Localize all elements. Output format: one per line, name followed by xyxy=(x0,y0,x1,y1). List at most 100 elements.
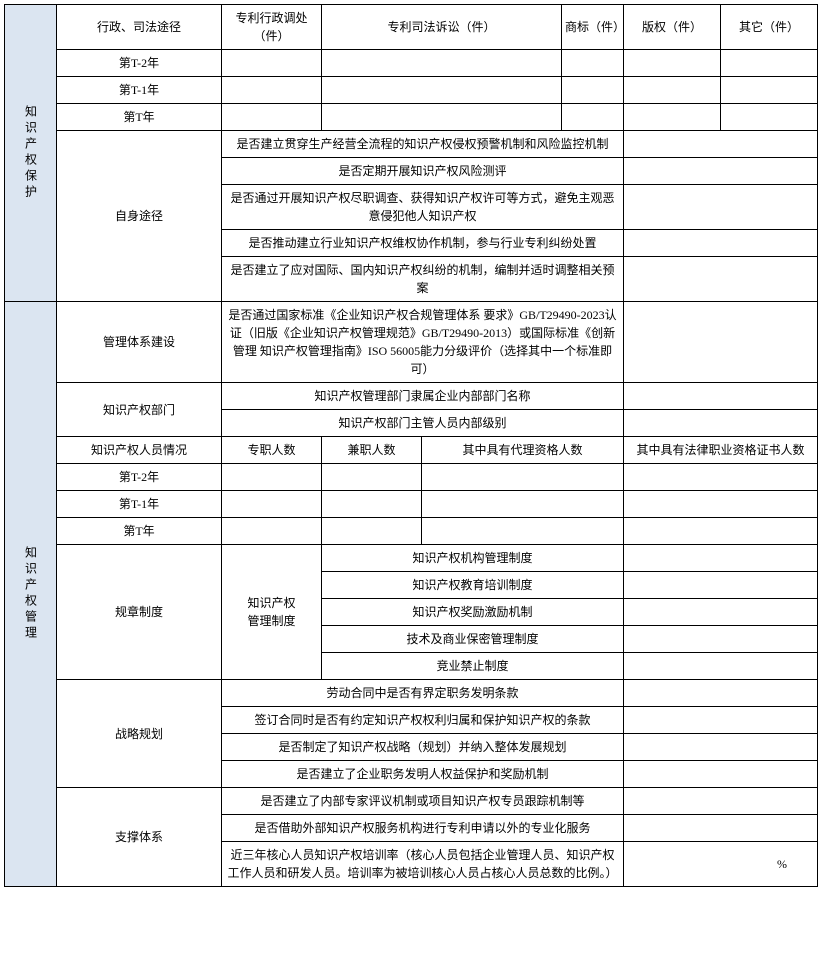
data-cell xyxy=(624,626,818,653)
data-cell xyxy=(624,302,818,383)
rule-item: 知识产权奖励激励机制 xyxy=(322,599,624,626)
data-cell xyxy=(624,230,818,257)
data-cell xyxy=(322,104,562,131)
strategy-label: 战略规划 xyxy=(57,680,222,788)
col-header-fulltime: 专职人数 xyxy=(222,437,322,464)
data-cell xyxy=(624,464,818,491)
table-row: 第T年 xyxy=(5,104,818,131)
personnel-header-row: 知识产权人员情况 专职人数 兼职人数 其中具有代理资格人数 其中具有法律职业资格… xyxy=(5,437,818,464)
col-header-trademark: 商标（件） xyxy=(562,5,624,50)
data-cell xyxy=(624,788,818,815)
year-label: 第T-2年 xyxy=(57,50,222,77)
data-cell xyxy=(624,815,818,842)
rule-item: 竞业禁止制度 xyxy=(322,653,624,680)
data-cell xyxy=(222,464,322,491)
data-cell xyxy=(222,518,322,545)
data-cell xyxy=(322,518,422,545)
question-text: 是否借助外部知识产权服务机构进行专利申请以外的专业化服务 xyxy=(222,815,624,842)
question-text: 是否通过开展知识产权尽职调查、获得知识产权许可等方式，避免主观恶意侵犯他人知识产… xyxy=(222,185,624,230)
data-cell xyxy=(624,491,818,518)
data-cell xyxy=(222,50,322,77)
data-cell xyxy=(422,518,624,545)
personnel-label: 知识产权人员情况 xyxy=(57,437,222,464)
col-header-agent: 其中具有代理资格人数 xyxy=(422,437,624,464)
question-text: 是否建立了应对国际、国内知识产权纠纷的机制，编制并适时调整相关预案 xyxy=(222,257,624,302)
data-cell xyxy=(562,104,624,131)
self-approach-label: 自身途径 xyxy=(57,131,222,302)
data-cell xyxy=(422,464,624,491)
question-text: 是否定期开展知识产权风险测评 xyxy=(222,158,624,185)
question-text: 知识产权管理部门隶属企业内部部门名称 xyxy=(222,383,624,410)
data-cell xyxy=(624,104,721,131)
system-build-desc: 是否通过国家标准《企业知识产权合规管理体系 要求》GB/T29490-2023认… xyxy=(222,302,624,383)
table-row: 规章制度 知识产权 管理制度 知识产权机构管理制度 xyxy=(5,545,818,572)
data-cell xyxy=(624,131,818,158)
data-cell xyxy=(222,104,322,131)
year-label: 第T-2年 xyxy=(57,464,222,491)
table-row: 第T年 xyxy=(5,518,818,545)
rule-item: 知识产权机构管理制度 xyxy=(322,545,624,572)
data-cell xyxy=(624,653,818,680)
system-build-label: 管理体系建设 xyxy=(57,302,222,383)
data-cell xyxy=(562,50,624,77)
data-cell xyxy=(422,491,624,518)
data-cell xyxy=(222,77,322,104)
rules-label: 规章制度 xyxy=(57,545,222,680)
question-text: 签订合同时是否有约定知识产权权利归属和保护知识产权的条款 xyxy=(222,707,624,734)
rules-sublabel: 知识产权 管理制度 xyxy=(222,545,322,680)
data-cell xyxy=(624,410,818,437)
data-cell xyxy=(624,572,818,599)
percent-cell: % xyxy=(624,842,818,887)
section-label-protection: 知识产权保护 xyxy=(5,5,57,302)
question-text: 是否制定了知识产权战略（规划）并纳入整体发展规划 xyxy=(222,734,624,761)
data-cell xyxy=(624,50,721,77)
year-label: 第T-1年 xyxy=(57,491,222,518)
table-row: 第T-1年 xyxy=(5,491,818,518)
data-cell xyxy=(624,383,818,410)
col-header-judicial: 专利司法诉讼（件） xyxy=(322,5,562,50)
col-header-approach: 行政、司法途径 xyxy=(57,5,222,50)
col-header-copyright: 版权（件） xyxy=(624,5,721,50)
data-cell xyxy=(322,464,422,491)
question-text: 是否建立贯穿生产经营全流程的知识产权侵权预警机制和风险监控机制 xyxy=(222,131,624,158)
table-row: 知识产权管理 管理体系建设 是否通过国家标准《企业知识产权合规管理体系 要求》G… xyxy=(5,302,818,383)
question-text: 劳动合同中是否有界定职务发明条款 xyxy=(222,680,624,707)
question-text: 近三年核心人员知识产权培训率（核心人员包括企业管理人员、知识产权工作人员和研发人… xyxy=(222,842,624,887)
data-cell xyxy=(624,599,818,626)
data-cell xyxy=(624,518,818,545)
question-text: 是否建立了内部专家评议机制或项目知识产权专员跟踪机制等 xyxy=(222,788,624,815)
col-header-legal-cert: 其中具有法律职业资格证书人数 xyxy=(624,437,818,464)
col-header-admin: 专利行政调处 （件） xyxy=(222,5,322,50)
data-cell xyxy=(322,50,562,77)
data-cell xyxy=(624,734,818,761)
table-row: 支撑体系 是否建立了内部专家评议机制或项目知识产权专员跟踪机制等 xyxy=(5,788,818,815)
rule-item: 技术及商业保密管理制度 xyxy=(322,626,624,653)
rule-item: 知识产权教育培训制度 xyxy=(322,572,624,599)
data-cell xyxy=(562,77,624,104)
col-header-other: 其它（件） xyxy=(721,5,818,50)
section-label-management: 知识产权管理 xyxy=(5,302,57,887)
table-row: 自身途径 是否建立贯穿生产经营全流程的知识产权侵权预警机制和风险监控机制 xyxy=(5,131,818,158)
data-cell xyxy=(721,104,818,131)
data-cell xyxy=(624,761,818,788)
data-cell xyxy=(322,491,422,518)
data-cell xyxy=(624,545,818,572)
table-row: 战略规划 劳动合同中是否有界定职务发明条款 xyxy=(5,680,818,707)
data-cell xyxy=(721,50,818,77)
year-label: 第T年 xyxy=(57,518,222,545)
year-label: 第T-1年 xyxy=(57,77,222,104)
question-text: 是否推动建立行业知识产权维权协作机制，参与行业专利纠纷处置 xyxy=(222,230,624,257)
question-text: 是否建立了企业职务发明人权益保护和奖励机制 xyxy=(222,761,624,788)
data-cell xyxy=(721,77,818,104)
data-cell xyxy=(624,77,721,104)
year-label: 第T年 xyxy=(57,104,222,131)
data-cell xyxy=(624,680,818,707)
data-cell xyxy=(624,257,818,302)
table-row: 第T-2年 xyxy=(5,50,818,77)
col-header-parttime: 兼职人数 xyxy=(322,437,422,464)
support-label: 支撑体系 xyxy=(57,788,222,887)
table-row: 第T-1年 xyxy=(5,77,818,104)
data-cell xyxy=(624,158,818,185)
data-cell xyxy=(624,185,818,230)
header-row-approach: 知识产权保护 行政、司法途径 专利行政调处 （件） 专利司法诉讼（件） 商标（件… xyxy=(5,5,818,50)
